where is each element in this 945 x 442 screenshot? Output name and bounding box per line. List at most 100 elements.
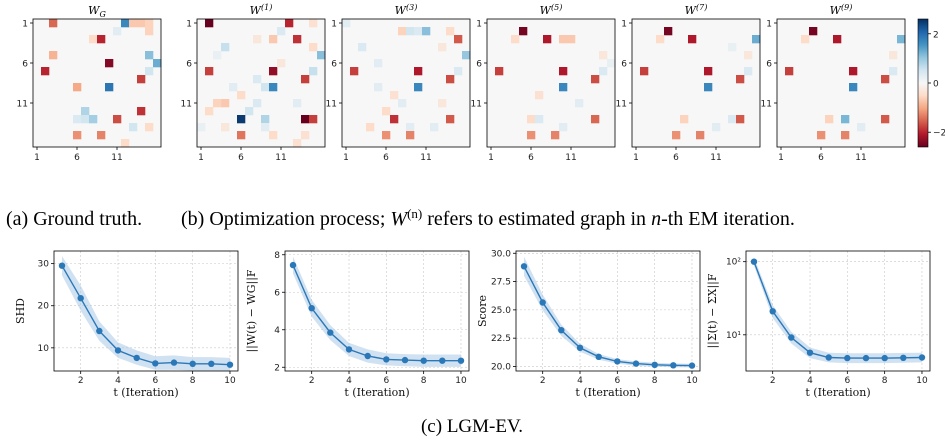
heatmap-cell bbox=[97, 131, 106, 140]
heatmap-cell bbox=[656, 35, 665, 44]
heatmap-ytick-label: 1 bbox=[186, 20, 192, 30]
heatmap-cell bbox=[105, 83, 114, 92]
ytick-label: 8 bbox=[274, 251, 280, 261]
heatmap-cell bbox=[736, 115, 745, 124]
heatmap-cell bbox=[342, 19, 351, 28]
heatmap-cell bbox=[833, 35, 842, 44]
heatmap-xtick-label: 6 bbox=[74, 153, 80, 163]
heatmap-cell bbox=[213, 99, 222, 108]
heatmap-ytick-label: 6 bbox=[22, 60, 28, 70]
xtick-label: 4 bbox=[807, 376, 813, 386]
heatmap-cell bbox=[599, 51, 608, 60]
heatmap-cell bbox=[527, 131, 536, 140]
ytick-label: 27.5 bbox=[491, 278, 511, 288]
y-axis-label: ||W(t) − WG||F bbox=[245, 269, 259, 352]
data-point bbox=[420, 357, 427, 364]
heatmap-xtick-label: 1 bbox=[488, 153, 494, 163]
heatmap-cell bbox=[567, 35, 576, 44]
heatmap-cell bbox=[309, 115, 318, 124]
heatmap-cell bbox=[374, 59, 383, 68]
heatmap-cell bbox=[591, 75, 600, 84]
heatmap-cell bbox=[430, 123, 439, 132]
ytick-label: 25.0 bbox=[491, 306, 511, 316]
heatmap-cell bbox=[551, 131, 560, 140]
heatmap-cell bbox=[121, 139, 130, 148]
heatmap-cell bbox=[752, 35, 761, 44]
ytick-label: 30 bbox=[38, 260, 50, 270]
plot-frame bbox=[515, 250, 701, 372]
heatmap-xtick-label: 6 bbox=[238, 153, 244, 163]
heatmap-ytick-label: 1 bbox=[766, 20, 772, 30]
xtick-label: 4 bbox=[115, 376, 121, 386]
heatmap-cell bbox=[398, 99, 407, 108]
heatmap-ytick-label: 1 bbox=[621, 20, 627, 30]
heatmap-cell bbox=[390, 115, 399, 124]
heatmap-cell bbox=[640, 67, 649, 76]
heatmap-frame bbox=[341, 18, 471, 148]
heatmap-cell bbox=[137, 107, 146, 116]
heatmap-cell bbox=[49, 19, 58, 28]
heatmap-frame bbox=[32, 18, 162, 148]
heatmap-title: WG bbox=[88, 4, 106, 19]
heatmap-cell bbox=[89, 35, 98, 44]
ytick-label: 10 bbox=[38, 344, 50, 354]
plot-frame bbox=[745, 250, 931, 372]
xtick-label: 10 bbox=[686, 376, 698, 386]
heatmap-cell bbox=[261, 83, 270, 92]
ytick-label: 2 bbox=[274, 363, 280, 373]
heatmap-cell bbox=[309, 19, 318, 28]
xtick-label: 2 bbox=[309, 376, 315, 386]
heatmap-cell bbox=[599, 67, 608, 76]
data-point bbox=[918, 354, 926, 361]
heatmap-cell bbox=[285, 19, 294, 28]
ytick-label: 6 bbox=[274, 288, 280, 298]
heatmap-cell bbox=[129, 123, 138, 132]
heatmap-cell bbox=[446, 75, 455, 84]
plot-frame bbox=[284, 250, 470, 372]
heatmap-xtick-label: 1 bbox=[343, 153, 349, 163]
xtick-label: 6 bbox=[383, 376, 389, 386]
xtick-label: 4 bbox=[577, 376, 583, 386]
heatmap-cell bbox=[736, 75, 745, 84]
heatmap-cell bbox=[809, 27, 818, 36]
data-point bbox=[595, 353, 602, 360]
data-point bbox=[558, 327, 565, 334]
heatmap-ytick-label: 6 bbox=[621, 60, 627, 70]
heatmap-cell bbox=[438, 99, 447, 108]
data-point bbox=[769, 308, 776, 315]
heatmap-cell bbox=[462, 51, 471, 60]
data-point bbox=[189, 360, 196, 367]
heatmap-xtick-label: 1 bbox=[778, 153, 784, 163]
heatmap-cell bbox=[374, 83, 383, 92]
heatmap-ytick-label: 1 bbox=[22, 20, 28, 30]
heatmap-cell bbox=[704, 67, 713, 76]
heatmap-cell bbox=[153, 59, 162, 68]
heatmap-cell bbox=[519, 27, 528, 36]
heatmap-cell bbox=[495, 67, 504, 76]
heatmap-cell bbox=[728, 43, 737, 52]
heatmap-cell bbox=[205, 107, 214, 116]
heatmap-ytick-label: 6 bbox=[766, 60, 772, 70]
heatmap-xtick-label: 11 bbox=[111, 153, 122, 163]
heatmap-cell bbox=[422, 27, 431, 36]
heatmap-cell bbox=[97, 35, 106, 44]
heatmap-cell bbox=[81, 115, 90, 124]
ytick-label: 4 bbox=[274, 326, 280, 336]
x-axis-label: t (Iteration) bbox=[113, 386, 178, 399]
heatmap-cell bbox=[414, 27, 423, 36]
heatmap-cell bbox=[213, 51, 222, 60]
data-point bbox=[77, 295, 84, 302]
heatmap-cell bbox=[121, 19, 130, 28]
heatmap-ytick-label: 11 bbox=[616, 100, 627, 110]
y-axis-label: ||Σ(t) − ΣX||F bbox=[706, 273, 720, 348]
heatmap-cell bbox=[744, 67, 753, 76]
ytick-label: 20 bbox=[38, 302, 50, 312]
data-point bbox=[289, 261, 297, 269]
data-point bbox=[226, 361, 234, 368]
heatmap-cell bbox=[253, 35, 262, 44]
heatmap-cell bbox=[145, 123, 154, 132]
heatmap-cell bbox=[712, 123, 721, 132]
heatmap-ytick-label: 6 bbox=[331, 60, 337, 70]
xtick-label: 8 bbox=[421, 376, 427, 386]
